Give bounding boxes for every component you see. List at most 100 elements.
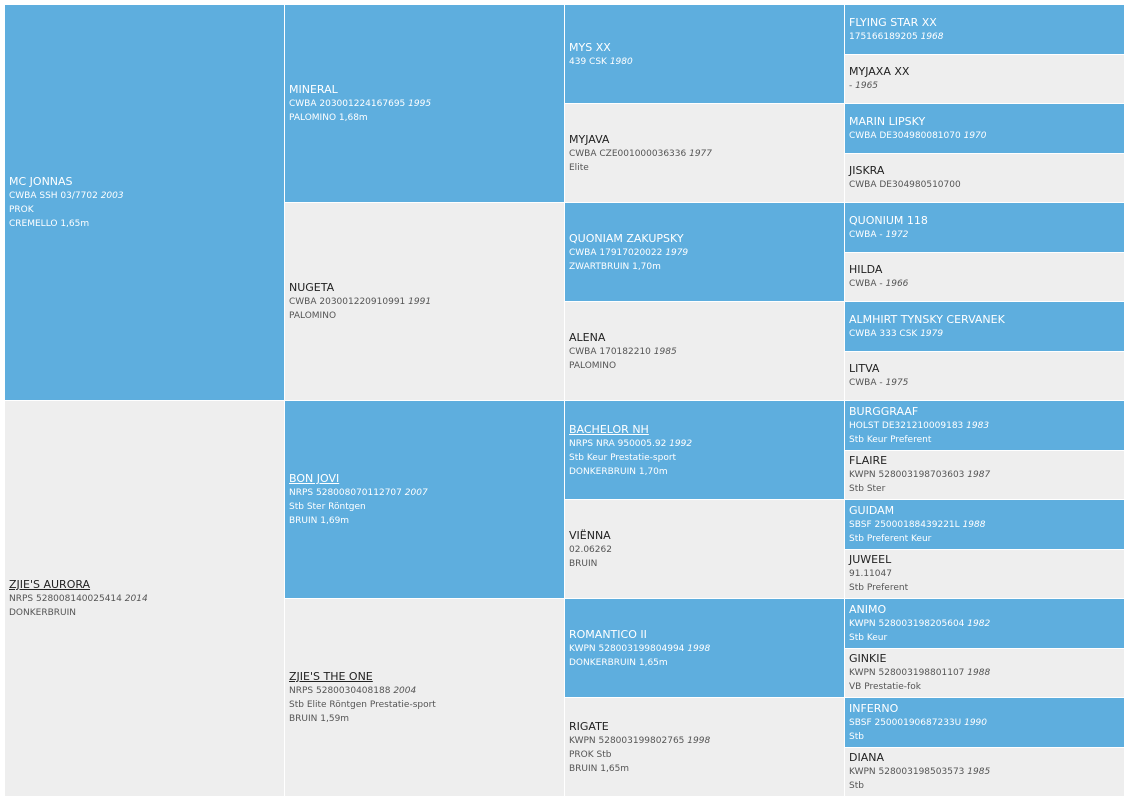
reg-number: CWBA - <box>849 279 883 290</box>
horse-cell: MC JONNAS CWBA SSH 03/7702 2003 PROK CREMEL… <box>5 5 285 401</box>
horse-cell: ALENA CWBA 170182210 1985 PALOMINO <box>565 302 845 401</box>
horse-cell: ZJIE'S THE ONE NRPS 5280030408188 2004 Stb… <box>285 599 565 797</box>
horse-name: LITVA <box>849 362 880 376</box>
horse-name: RIGATE <box>569 719 609 733</box>
reg-number: KWPN 528003198503573 <box>849 767 965 778</box>
birth-year: 1988 <box>962 519 986 530</box>
detail-line: DONKERBRUIN <box>9 608 76 618</box>
horse-name: JUWEEL <box>849 553 892 567</box>
registration: CWBA 203001220910991 1991 <box>289 295 564 309</box>
registration: CWBA DE304980510700 <box>849 178 1124 192</box>
horse-cell: MARIN LIPSKY CWBA DE304980081070 1970 <box>845 104 1125 154</box>
birth-year: 1965 <box>855 81 879 92</box>
registration: CWBA - 1975 <box>849 376 1124 390</box>
pedigree-tree: MC JONNAS CWBA SSH 03/7702 2003 PROK CREMEL… <box>5 5 1125 797</box>
horse-name: VIËNNA <box>569 528 611 542</box>
birth-year: 2004 <box>393 686 417 696</box>
horse-name[interactable]: BACHELOR NH <box>569 422 649 436</box>
reg-number: - <box>849 81 853 92</box>
birth-year: 2007 <box>404 488 428 498</box>
horse-name[interactable]: ZJIE'S THE ONE <box>289 670 373 683</box>
birth-year: 1980 <box>609 56 633 67</box>
registration: 02.06262 <box>569 543 844 557</box>
birth-year: 1985 <box>967 767 991 778</box>
horse-cell: LITVA CWBA - 1975 <box>845 351 1125 401</box>
registration: SBSF 25000190687233U 1990 <box>849 716 1124 730</box>
reg-number: CWBA 17917020022 <box>569 247 663 258</box>
birth-year: 1991 <box>408 297 432 307</box>
detail-line: Stb Keur Prestatie-sport <box>569 452 677 463</box>
birth-year: 1979 <box>665 247 689 258</box>
detail-line: ZWARTBRUIN 1,70m <box>569 261 661 272</box>
horse-name[interactable]: BON JOVI <box>289 472 340 485</box>
registration: NRPS NRA 950005.92 1992 <box>569 437 844 451</box>
reg-number: NRPS NRA 950005.92 <box>569 438 667 449</box>
reg-number: KWPN 528003198703603 <box>849 470 965 481</box>
horse-name: MINERAL <box>289 83 338 96</box>
registration: CWBA 170182210 1985 <box>569 345 844 359</box>
reg-number: KWPN 528003199802765 <box>569 735 685 746</box>
horse-cell: MYJAVA CWBA CZE001000036336 1977 Elite <box>565 104 845 203</box>
reg-number: CWBA DE304980510700 <box>849 180 961 191</box>
birth-year: 1982 <box>967 618 991 629</box>
registration: KWPN 528003198801107 1988 <box>849 666 1124 680</box>
detail-line: Stb Keur Preferent <box>849 434 932 445</box>
birth-year: 1966 <box>885 279 909 290</box>
reg-number: KWPN 528003198205604 <box>849 618 965 629</box>
horse-name: MC JONNAS <box>9 175 73 188</box>
detail-line: BRUIN 1,65m <box>569 763 630 774</box>
detail-line: Stb <box>849 781 864 792</box>
horse-cell: GINKIE KWPN 528003198801107 1988 VB Presta… <box>845 648 1125 698</box>
reg-number: HOLST DE321210009183 <box>849 420 964 431</box>
registration: 439 CSK 1980 <box>569 55 844 69</box>
horse-name: NUGETA <box>289 281 335 294</box>
horse-name[interactable]: ZJIE'S AURORA <box>9 578 91 591</box>
horse-name: DIANA <box>849 751 884 765</box>
registration: KWPN 528003199804994 1998 <box>569 642 844 656</box>
horse-cell: MYS XX 439 CSK 1980 <box>565 5 845 104</box>
reg-number: 02.06262 <box>569 544 612 555</box>
detail-line: PROK <box>9 205 34 215</box>
detail-line: Stb Preferent Keur <box>849 533 932 544</box>
horse-cell: HILDA CWBA - 1966 <box>845 252 1125 302</box>
registration: 91.11047 <box>849 567 1124 581</box>
reg-number: CWBA 333 CSK <box>849 328 918 339</box>
horse-name: BURGGRAAF <box>849 404 919 418</box>
birth-year: 1998 <box>687 643 711 654</box>
reg-number: CWBA DE304980081070 <box>849 130 961 141</box>
horse-cell: FLAIRE KWPN 528003198703603 1987 Stb Ster <box>845 450 1125 500</box>
registration: - 1965 <box>849 79 1124 93</box>
birth-year: 1970 <box>963 130 987 141</box>
horse-cell: VIËNNA 02.06262 BRUIN <box>565 500 845 599</box>
reg-number: CWBA SSH 03/7702 <box>9 191 98 201</box>
birth-year: 1998 <box>687 735 711 746</box>
birth-year: 1975 <box>885 378 909 389</box>
detail-line: CREMELLO 1,65m <box>9 219 90 229</box>
detail-line: VB Prestatie-fok <box>849 682 921 693</box>
birth-year: 1979 <box>920 328 944 339</box>
registration: CWBA SSH 03/7702 2003 <box>9 189 284 203</box>
birth-year: 1988 <box>967 668 991 679</box>
horse-name: GINKIE <box>849 652 887 666</box>
horse-name: HILDA <box>849 263 883 277</box>
registration: HOLST DE321210009183 1983 <box>849 419 1124 433</box>
horse-name: GUIDAM <box>849 503 895 517</box>
registration: CWBA - 1966 <box>849 277 1124 291</box>
reg-number: SBSF 25000188439221L <box>849 519 960 530</box>
birth-year: 1992 <box>669 438 693 449</box>
horse-name: QUONIUM 118 <box>849 213 928 227</box>
horse-cell: RIGATE KWPN 528003199802765 1998 PROK Stb B… <box>565 698 845 797</box>
horse-cell: DIANA KWPN 528003198503573 1985 Stb <box>845 747 1125 797</box>
horse-name: MYS XX <box>569 40 611 54</box>
detail-line: DONKERBRUIN 1,65m <box>569 657 668 668</box>
horse-cell: QUONIAM ZAKUPSKY CWBA 17917020022 1979 ZWA… <box>565 203 845 302</box>
reg-number: KWPN 528003198801107 <box>849 668 965 679</box>
birth-year: 1990 <box>964 717 988 728</box>
registration: KWPN 528003198205604 1982 <box>849 617 1124 631</box>
birth-year: 2003 <box>100 191 124 201</box>
registration: CWBA DE304980081070 1970 <box>849 129 1124 143</box>
detail-line: DONKERBRUIN 1,70m <box>569 466 668 477</box>
birth-year: 1983 <box>966 420 990 431</box>
horse-cell: QUONIUM 118 CWBA - 1972 <box>845 203 1125 253</box>
